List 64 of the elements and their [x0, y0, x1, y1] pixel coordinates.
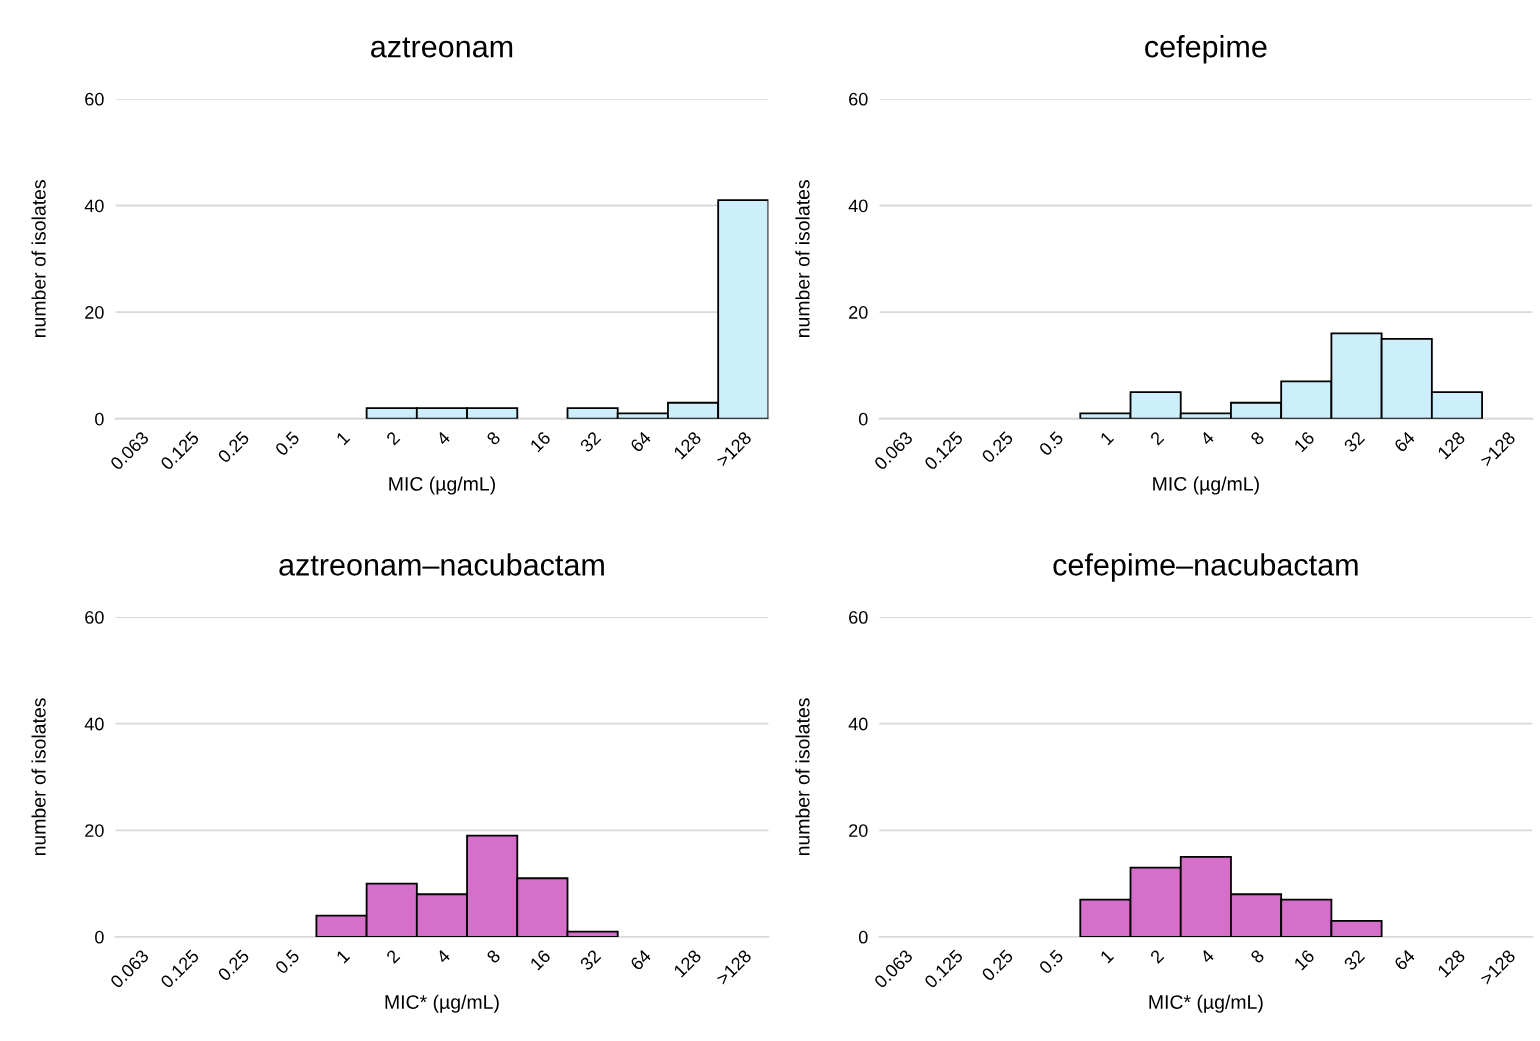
x-tick-label: 0.5 [274, 430, 301, 457]
x-tick-label: 8 [1249, 948, 1265, 964]
x-tick-label: 1 [1099, 949, 1115, 964]
y-tick-label: 60 [849, 610, 868, 624]
x-tick-label: 0.5 [1038, 430, 1065, 457]
x-axis-title: MIC (µg/mL) [1153, 476, 1259, 495]
y-tick-label: 20 [85, 824, 104, 837]
y-tick-label: 60 [85, 610, 104, 624]
y-tick-label: 0 [95, 930, 104, 944]
x-tick-label: 2 [385, 948, 401, 964]
chart-title: aztreonam–nacubactam [279, 553, 604, 576]
y-axis-title: number of isolates [31, 698, 46, 856]
x-tick-label: 2 [385, 430, 401, 446]
y-tick-label: 40 [84, 717, 104, 731]
x-tick-label: 64 [1393, 948, 1416, 971]
x-tick-label: 4 [435, 430, 451, 446]
x-tick-label: 8 [485, 430, 501, 446]
y-tick-label: 40 [848, 717, 868, 731]
y-tick-label: 40 [84, 199, 104, 213]
x-tick-label: 4 [435, 948, 451, 965]
x-tick-label: 128 [673, 948, 702, 978]
x-tick-label: 4 [1199, 948, 1215, 965]
x-tick-label: 8 [1249, 430, 1265, 446]
x-tick-label: 16 [1293, 430, 1316, 453]
y-tick-label: 20 [85, 306, 104, 319]
x-tick-label: 0.5 [1038, 948, 1065, 975]
y-tick-label: 0 [858, 412, 868, 426]
y-tick-label: 20 [849, 824, 868, 837]
x-tick-label: 32 [579, 430, 602, 453]
y-tick-label: 0 [858, 930, 868, 944]
x-tick-label: 32 [579, 948, 602, 972]
x-tick-label: 64 [629, 430, 652, 453]
x-tick-label: 128 [1436, 948, 1466, 978]
y-tick-label: 40 [848, 199, 868, 213]
chart-title: aztreonam [371, 37, 513, 58]
x-tick-label: 16 [529, 430, 552, 453]
y-tick-label: 20 [849, 306, 868, 319]
x-tick-label: 1 [335, 949, 351, 964]
x-tick-label: 128 [673, 430, 702, 460]
x-axis-title: MIC* (µg/mL) [385, 994, 499, 1013]
x-tick-label: 1 [335, 430, 351, 446]
chart-title: cefepime [1145, 35, 1267, 64]
y-axis-title: number of isolates [795, 698, 810, 856]
y-tick-label: 60 [849, 92, 868, 106]
y-axis-title: number of isolates [31, 180, 46, 337]
x-tick-label: 16 [529, 948, 552, 971]
x-tick-label: 128 [1436, 430, 1466, 460]
y-tick-label: 0 [95, 412, 104, 426]
y-tick-label: 60 [85, 92, 104, 106]
y-axis-title: number of isolates [795, 180, 810, 337]
x-tick-label: 64 [1393, 430, 1416, 453]
x-tick-label: 0.5 [274, 948, 301, 975]
x-tick-label: 2 [1149, 948, 1165, 964]
x-tick-label: 4 [1199, 430, 1215, 446]
x-tick-label: 32 [1343, 430, 1366, 453]
x-tick-label: 2 [1149, 430, 1165, 446]
x-axis-title: MIC (µg/mL) [389, 476, 495, 495]
x-axis-title: MIC* (µg/mL) [1149, 994, 1263, 1013]
x-tick-label: 1 [1099, 430, 1115, 446]
x-tick-label: 32 [1343, 948, 1366, 972]
x-tick-label: 8 [485, 948, 501, 964]
x-tick-label: 16 [1293, 948, 1316, 971]
chart-title: cefepime–nacubactam [1053, 553, 1358, 582]
x-tick-label: 64 [629, 948, 652, 971]
